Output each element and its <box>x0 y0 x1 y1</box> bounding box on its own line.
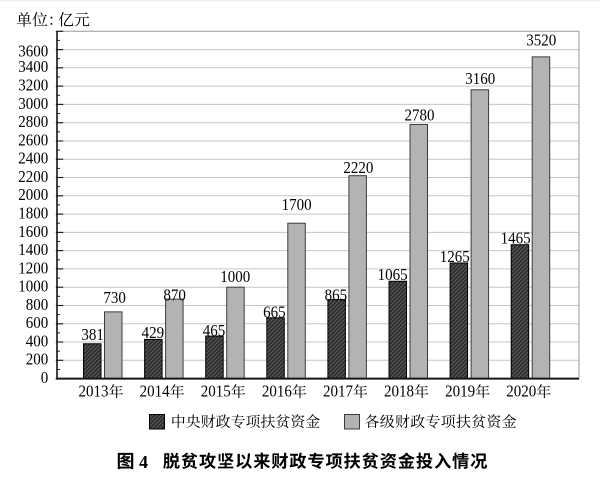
svg-text:2014: 2014 <box>140 383 170 401</box>
svg-text:1000: 1000 <box>220 268 250 286</box>
svg-text:2220: 2220 <box>343 159 373 177</box>
svg-text:400: 400 <box>26 333 49 351</box>
svg-text:2020: 2020 <box>506 383 536 401</box>
svg-text:2400: 2400 <box>18 150 48 168</box>
svg-text:2018: 2018 <box>384 383 414 401</box>
svg-text:665: 665 <box>263 304 286 322</box>
svg-text:2015: 2015 <box>201 383 231 401</box>
svg-text:2780: 2780 <box>405 107 435 125</box>
svg-text:3520: 3520 <box>526 32 556 50</box>
svg-text:1265: 1265 <box>440 248 470 266</box>
svg-text:2800: 2800 <box>18 113 48 131</box>
svg-text:1000: 1000 <box>18 278 48 296</box>
svg-text:1065: 1065 <box>378 266 408 284</box>
svg-text:1700: 1700 <box>282 197 312 215</box>
svg-text:4: 4 <box>139 452 148 472</box>
svg-text:730: 730 <box>103 289 126 307</box>
svg-text:3160: 3160 <box>465 70 495 88</box>
svg-text:200: 200 <box>26 351 49 369</box>
svg-text:870: 870 <box>163 287 186 305</box>
svg-text:865: 865 <box>325 287 348 305</box>
svg-text:1800: 1800 <box>18 205 48 223</box>
svg-text:0: 0 <box>41 369 49 387</box>
svg-text:465: 465 <box>203 322 226 340</box>
svg-text:800: 800 <box>26 296 49 314</box>
svg-text:381: 381 <box>81 326 103 344</box>
svg-text:2017: 2017 <box>323 383 353 401</box>
svg-text:600: 600 <box>26 315 49 333</box>
svg-text:1400: 1400 <box>18 241 48 259</box>
svg-text:429: 429 <box>142 325 165 343</box>
svg-text:2013: 2013 <box>79 383 109 401</box>
svg-text:3200: 3200 <box>18 77 48 95</box>
svg-text:1600: 1600 <box>18 223 48 241</box>
svg-text:3000: 3000 <box>18 95 48 113</box>
svg-text:1200: 1200 <box>18 260 48 278</box>
svg-text:3400: 3400 <box>18 59 48 77</box>
svg-text:2016: 2016 <box>262 383 292 401</box>
svg-text:2200: 2200 <box>18 168 48 186</box>
svg-text:2000: 2000 <box>18 187 48 205</box>
svg-text:1465: 1465 <box>501 230 531 248</box>
svg-text:3600: 3600 <box>18 43 48 61</box>
svg-text:2600: 2600 <box>18 132 48 150</box>
svg-text:2019: 2019 <box>445 383 475 401</box>
